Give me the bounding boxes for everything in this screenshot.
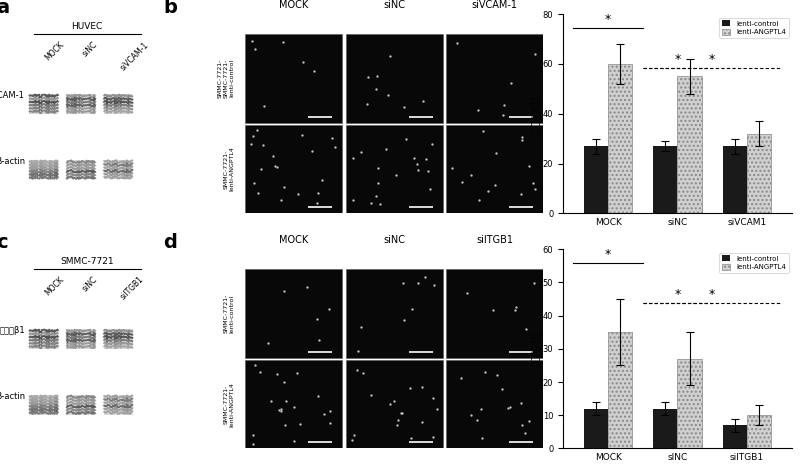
Text: siVCAM-1: siVCAM-1 bbox=[472, 0, 518, 10]
Text: SMMC-7721-
lenti-ANGPTL4: SMMC-7721- lenti-ANGPTL4 bbox=[223, 147, 234, 192]
Text: *: * bbox=[605, 13, 611, 26]
Bar bbox=[66, 160, 95, 179]
Bar bbox=[747, 134, 771, 213]
Bar bbox=[66, 395, 95, 414]
Text: *: * bbox=[605, 248, 611, 261]
Bar bbox=[722, 146, 747, 213]
Bar bbox=[608, 332, 632, 448]
Text: MOCK: MOCK bbox=[44, 40, 66, 62]
Bar bbox=[584, 146, 608, 213]
Text: siNC: siNC bbox=[81, 275, 99, 294]
Text: MOCK: MOCK bbox=[44, 275, 66, 297]
Text: HUVEC: HUVEC bbox=[71, 22, 102, 31]
Text: β-actin: β-actin bbox=[0, 157, 25, 166]
Legend: lenti-control, lenti-ANGPTL4: lenti-control, lenti-ANGPTL4 bbox=[719, 253, 789, 273]
Bar bbox=[608, 64, 632, 213]
Bar bbox=[30, 329, 58, 349]
Text: SMMC-7721: SMMC-7721 bbox=[60, 257, 114, 266]
Bar bbox=[654, 146, 678, 213]
Text: siITGB1: siITGB1 bbox=[476, 235, 514, 245]
Text: *: * bbox=[709, 288, 715, 301]
Text: a: a bbox=[0, 0, 10, 17]
Text: siVCAM-1: siVCAM-1 bbox=[118, 40, 150, 72]
Text: *: * bbox=[674, 53, 681, 66]
Text: *: * bbox=[674, 288, 681, 301]
Bar bbox=[104, 329, 133, 349]
Legend: lenti-control, lenti-ANGPTL4: lenti-control, lenti-ANGPTL4 bbox=[719, 17, 789, 38]
Bar bbox=[654, 409, 678, 448]
Bar bbox=[30, 160, 58, 179]
Bar bbox=[104, 395, 133, 414]
Bar bbox=[30, 395, 58, 414]
Text: siNC: siNC bbox=[383, 0, 406, 10]
Text: c: c bbox=[0, 233, 8, 252]
Text: MOCK: MOCK bbox=[279, 235, 309, 245]
Text: SMMC-7721-
SMMC-7721-
lenti-control: SMMC-7721- SMMC-7721- lenti-control bbox=[218, 59, 234, 98]
Bar bbox=[66, 329, 95, 349]
Text: d: d bbox=[163, 233, 178, 252]
Y-axis label: 细胞数量/视野: 细胞数量/视野 bbox=[531, 331, 540, 366]
Text: siITGB1: siITGB1 bbox=[118, 275, 145, 302]
Bar bbox=[678, 76, 702, 213]
Bar bbox=[584, 409, 608, 448]
Text: b: b bbox=[163, 0, 178, 17]
Bar bbox=[747, 415, 771, 448]
Bar bbox=[104, 160, 133, 179]
Text: 整合素β1: 整合素β1 bbox=[0, 326, 25, 336]
Text: SMMC-7721-
lenti-ANGPTL4: SMMC-7721- lenti-ANGPTL4 bbox=[223, 382, 234, 427]
Text: MOCK: MOCK bbox=[279, 0, 309, 10]
Text: VCAM-1: VCAM-1 bbox=[0, 91, 25, 101]
Bar bbox=[678, 359, 702, 448]
Bar bbox=[104, 94, 133, 114]
Bar bbox=[30, 94, 58, 114]
Text: β-actin: β-actin bbox=[0, 392, 25, 401]
Bar bbox=[722, 425, 747, 448]
Bar bbox=[66, 94, 95, 114]
Text: siNC: siNC bbox=[383, 235, 406, 245]
Text: SMMC-7721-
lenti-control: SMMC-7721- lenti-control bbox=[223, 294, 234, 333]
Text: *: * bbox=[709, 53, 715, 66]
Text: siNC: siNC bbox=[81, 40, 99, 59]
Y-axis label: 细胞数量/视野: 细胞数量/视野 bbox=[531, 96, 540, 131]
